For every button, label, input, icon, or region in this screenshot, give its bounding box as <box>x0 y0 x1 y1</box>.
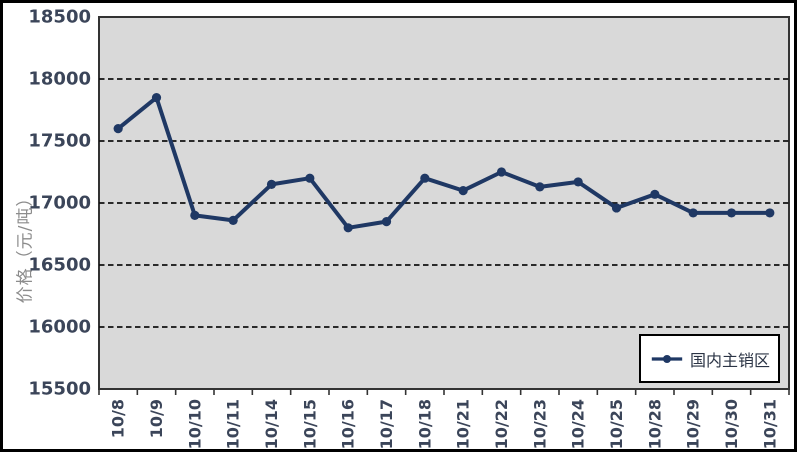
svg-text:10/10: 10/10 <box>185 399 204 449</box>
svg-text:10/23: 10/23 <box>530 399 549 449</box>
svg-text:10/14: 10/14 <box>262 399 281 449</box>
svg-text:10/11: 10/11 <box>224 399 243 449</box>
svg-text:18000: 18000 <box>28 69 91 90</box>
y-axis-tick-labels: 15500 16000 16500 17000 17500 18000 18500 <box>28 7 91 400</box>
svg-text:16500: 16500 <box>28 255 91 276</box>
svg-text:10/29: 10/29 <box>684 399 703 449</box>
x-axis-ticks <box>98 389 790 395</box>
svg-text:10/21: 10/21 <box>454 399 473 449</box>
legend: 国内主销区 <box>639 334 780 383</box>
svg-text:10/16: 10/16 <box>339 399 358 449</box>
legend-series-label: 国内主销区 <box>689 350 770 370</box>
svg-text:10/22: 10/22 <box>492 399 511 449</box>
svg-text:18500: 18500 <box>28 7 91 28</box>
svg-text:10/25: 10/25 <box>607 399 626 449</box>
svg-text:16000: 16000 <box>28 317 91 338</box>
svg-text:10/30: 10/30 <box>722 399 741 449</box>
svg-text:10/28: 10/28 <box>645 399 664 449</box>
legend-line-marker-icon <box>651 354 683 363</box>
x-axis-tick-labels: 10/8 10/9 10/10 10/11 10/14 10/15 10/16 10/17 10… <box>109 399 780 449</box>
svg-text:10/9: 10/9 <box>147 399 166 438</box>
gridlines <box>99 78 789 328</box>
svg-text:10/8: 10/8 <box>109 399 128 438</box>
data-point-markers <box>113 93 775 233</box>
svg-text:10/15: 10/15 <box>300 399 319 449</box>
svg-text:17000: 17000 <box>28 193 91 214</box>
svg-text:10/18: 10/18 <box>415 399 434 449</box>
svg-text:10/31: 10/31 <box>760 399 779 449</box>
svg-text:15500: 15500 <box>28 379 91 400</box>
data-line <box>116 95 772 230</box>
svg-text:10/17: 10/17 <box>377 399 396 449</box>
svg-text:10/24: 10/24 <box>569 399 588 449</box>
svg-text:17500: 17500 <box>28 131 91 152</box>
